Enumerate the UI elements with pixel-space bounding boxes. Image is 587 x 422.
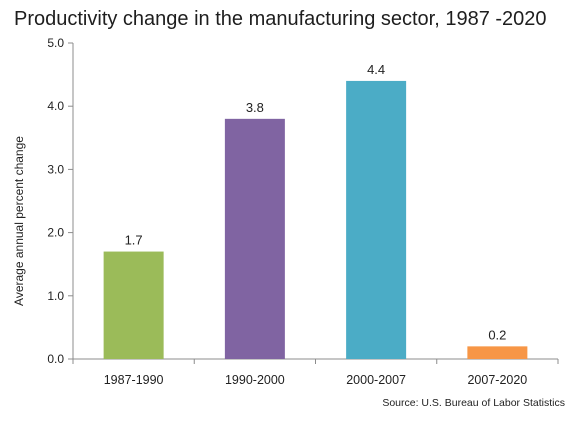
y-tick-label: 4.0 — [47, 99, 64, 113]
x-tick-label: 2007-2020 — [467, 373, 527, 387]
bar-1987-1990 — [103, 251, 164, 359]
bar-2000-2007 — [346, 80, 407, 360]
data-label: 0.2 — [488, 327, 506, 342]
x-tick-label: 1987-1990 — [104, 373, 164, 387]
bar-1990-2000 — [224, 118, 285, 359]
y-tick-label: 0.0 — [47, 352, 64, 366]
axes-layer: 0.0 1.0 2.0 3.0 4.0 5.0 Average annual percent… — [12, 36, 559, 366]
y-axis-title: Average annual percent change — [12, 136, 26, 306]
bars-layer — [103, 80, 528, 360]
y-tick-label: 1.0 — [47, 289, 64, 303]
x-tick-label: 2000-2007 — [346, 373, 406, 387]
data-label: 4.4 — [367, 62, 385, 77]
data-label: 3.8 — [246, 100, 264, 115]
labels-layer: 1.7 1987-1990 3.8 1990-2000 4.4 2000-2007 0.2 2… — [104, 62, 528, 387]
x-tick-label: 1990-2000 — [225, 373, 285, 387]
data-label: 1.7 — [125, 233, 143, 248]
y-tick-label: 2.0 — [47, 226, 64, 240]
bar-2007-2020 — [467, 346, 528, 359]
chart-source: Source: U.S. Bureau of Labor Statistics — [382, 397, 565, 409]
y-tick-label: 5.0 — [47, 36, 64, 50]
y-tick-label: 3.0 — [47, 162, 64, 176]
chart-title: Productivity change in the manufacturing… — [14, 8, 547, 30]
